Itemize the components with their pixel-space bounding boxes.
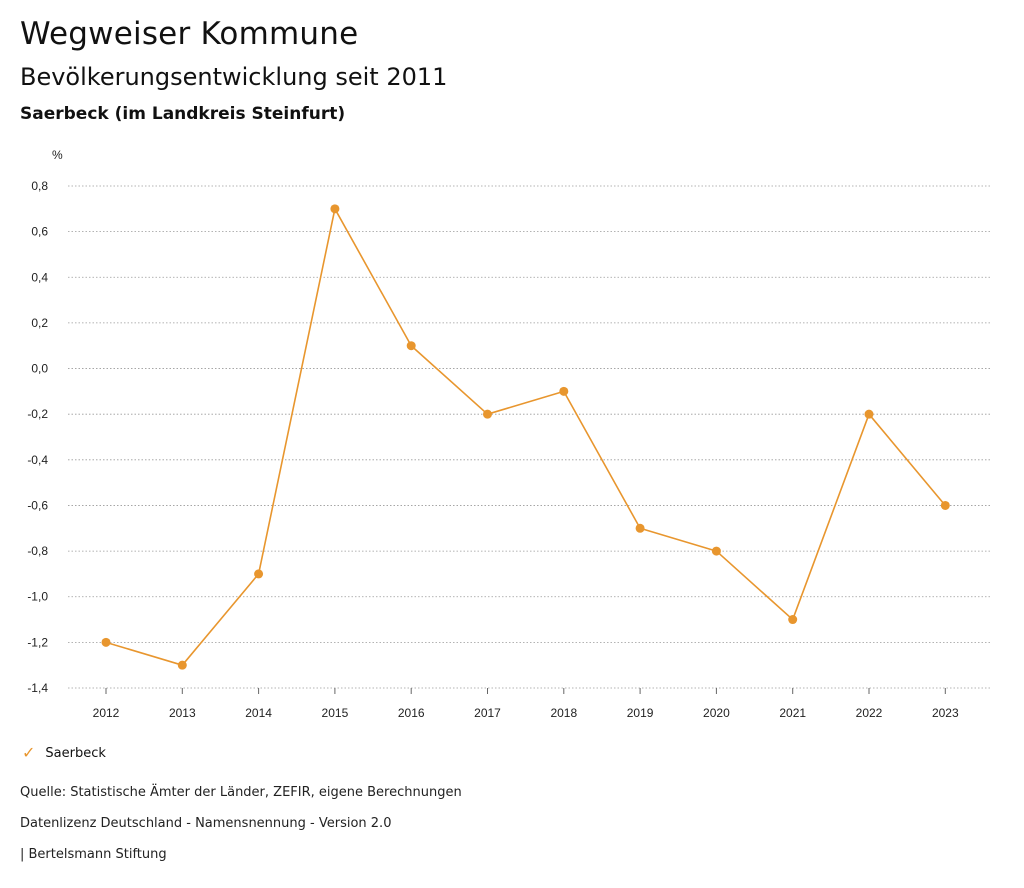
legend[interactable]: ✓ Saerbeck bbox=[22, 745, 106, 761]
data-point bbox=[254, 569, 264, 579]
data-point bbox=[483, 409, 492, 419]
y-axis: 0,8 0,6 0,4 0,2 0,0 -0,2 -0,4 -0,6 -0,8 -1,0 -1,2 -… bbox=[27, 179, 48, 695]
y-tick-label: -0,8 bbox=[27, 544, 48, 558]
x-tick-label: 2014 bbox=[245, 706, 272, 720]
series-saerbeck[interactable] bbox=[101, 204, 950, 670]
region-label: Saerbeck (im Landkreis Steinfurt) bbox=[20, 104, 346, 124]
x-tick-label: 2018 bbox=[550, 706, 577, 720]
chart-title: Wegweiser Kommune bbox=[20, 16, 359, 52]
data-point bbox=[177, 660, 187, 670]
check-icon: ✓ bbox=[22, 743, 36, 762]
x-tick-label: 2015 bbox=[322, 706, 349, 720]
x-axis: 2012 2013 2014 2015 2016 2017 2018 2019 2020 2021… bbox=[93, 688, 959, 720]
x-tick-label: 2016 bbox=[398, 706, 425, 720]
y-tick-label: -0,2 bbox=[27, 407, 48, 421]
y-tick-label: -1,0 bbox=[27, 590, 48, 604]
gridlines bbox=[68, 185, 990, 689]
legend-label: Saerbeck bbox=[45, 745, 106, 761]
y-tick-label: 0,6 bbox=[31, 225, 48, 239]
data-point bbox=[101, 637, 111, 647]
data-point bbox=[559, 386, 569, 396]
series-line bbox=[105, 208, 946, 666]
publisher-note: | Bertelsmann Stiftung bbox=[20, 847, 167, 862]
x-tick-label: 2013 bbox=[169, 706, 196, 720]
data-point bbox=[330, 204, 340, 214]
y-tick-label: 0,0 bbox=[31, 362, 48, 376]
chart-subtitle: Bevölkerungsentwicklung seit 2011 bbox=[20, 63, 448, 91]
y-tick-label: 0,4 bbox=[31, 270, 48, 284]
x-tick-label: 2021 bbox=[779, 706, 806, 720]
y-tick-label: 0,8 bbox=[31, 179, 48, 193]
data-point bbox=[788, 615, 798, 625]
data-point bbox=[635, 523, 645, 533]
data-point bbox=[864, 409, 874, 419]
x-tick-label: 2022 bbox=[856, 706, 883, 720]
source-note: Quelle: Statistische Ämter der Länder, Z… bbox=[20, 785, 462, 800]
x-tick-label: 2012 bbox=[93, 706, 120, 720]
x-tick-label: 2020 bbox=[703, 706, 730, 720]
data-point bbox=[711, 546, 721, 556]
license-note: Datenlizenz Deutschland - Namensnennung … bbox=[20, 816, 392, 831]
data-point bbox=[406, 341, 416, 351]
y-tick-label: -1,4 bbox=[27, 681, 48, 695]
x-tick-label: 2019 bbox=[627, 706, 654, 720]
x-tick-label: 2023 bbox=[932, 706, 959, 720]
y-axis-label: % bbox=[52, 148, 63, 162]
x-tick-label: 2017 bbox=[474, 706, 501, 720]
y-tick-label: -0,6 bbox=[27, 498, 48, 512]
line-chart: % 0,8 0,6 0,4 0,2 0,0 -0,2 -0,4 -0,6 -0,8 -1,0 -1,… bbox=[27, 148, 990, 720]
data-point bbox=[940, 500, 950, 510]
y-tick-label: -0,4 bbox=[27, 453, 48, 467]
y-tick-label: -1,2 bbox=[27, 635, 48, 649]
y-tick-label: 0,2 bbox=[31, 316, 48, 330]
